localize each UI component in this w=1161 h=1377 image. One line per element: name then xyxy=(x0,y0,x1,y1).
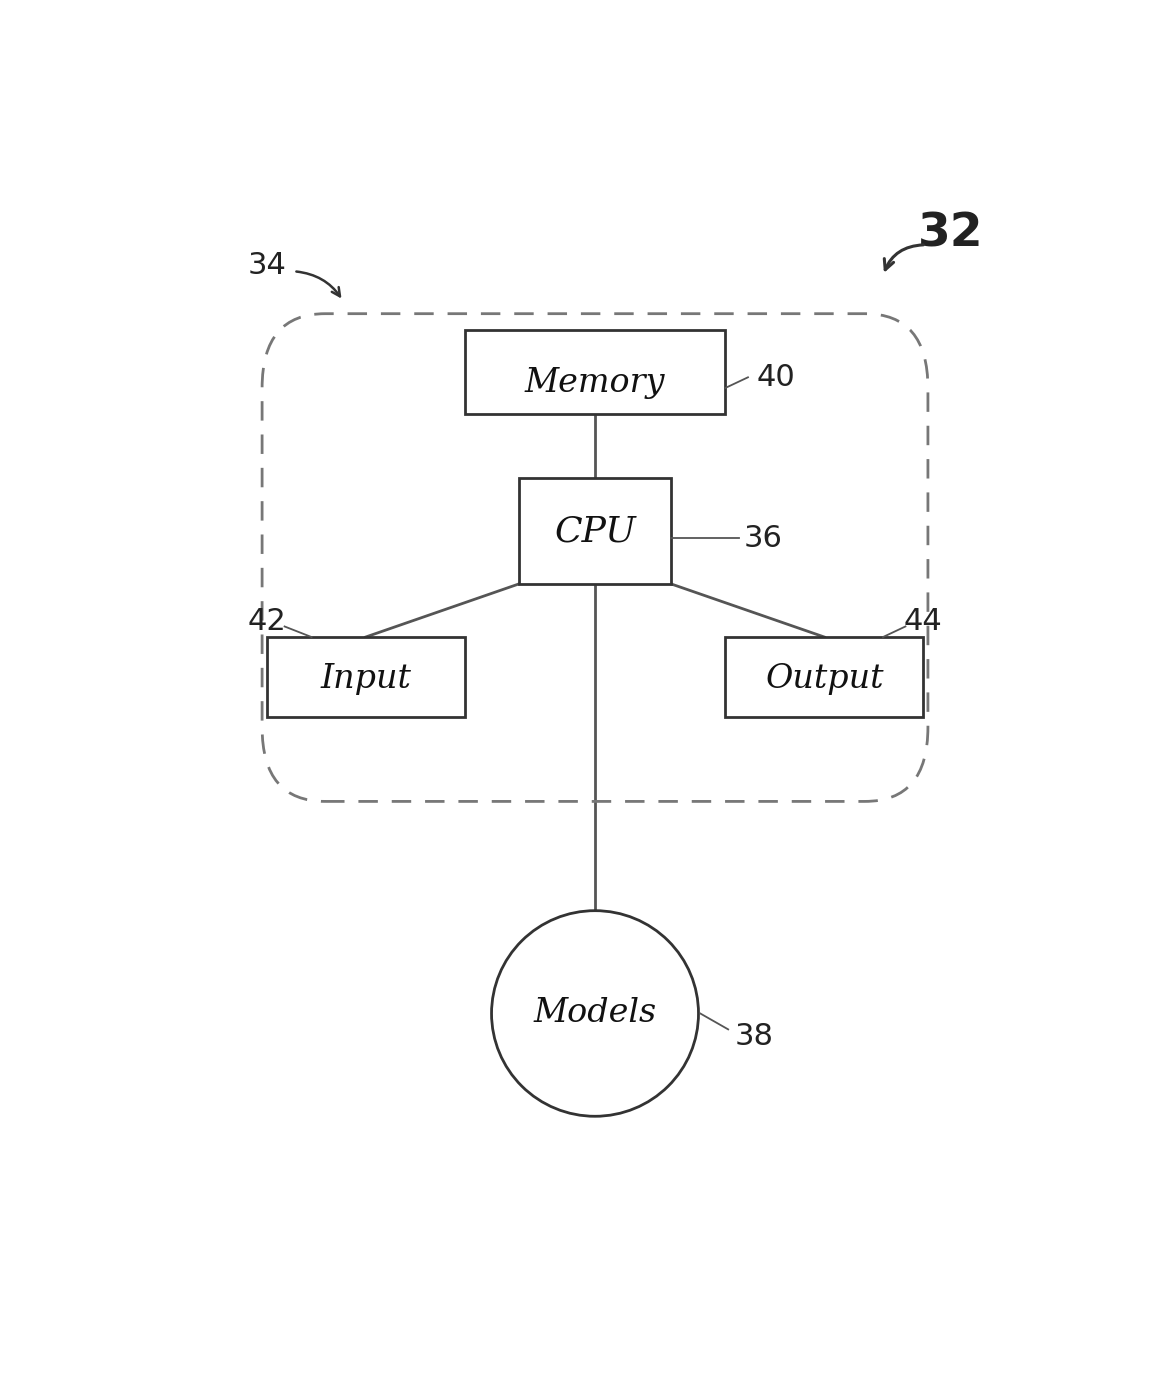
Ellipse shape xyxy=(491,910,699,1117)
Text: CPU: CPU xyxy=(554,514,636,548)
FancyBboxPatch shape xyxy=(464,329,726,414)
Text: 42: 42 xyxy=(247,607,286,636)
Text: Memory: Memory xyxy=(525,366,665,398)
Text: Models: Models xyxy=(533,997,657,1030)
FancyBboxPatch shape xyxy=(267,638,464,716)
Text: Output: Output xyxy=(765,664,884,695)
Text: 36: 36 xyxy=(743,525,783,554)
Text: 34: 34 xyxy=(247,252,286,281)
Text: 44: 44 xyxy=(904,607,943,636)
FancyBboxPatch shape xyxy=(519,478,671,584)
Text: Input: Input xyxy=(320,664,411,695)
Text: 40: 40 xyxy=(757,362,795,392)
FancyBboxPatch shape xyxy=(726,638,923,716)
Text: 32: 32 xyxy=(917,212,983,256)
Text: 38: 38 xyxy=(735,1022,773,1051)
